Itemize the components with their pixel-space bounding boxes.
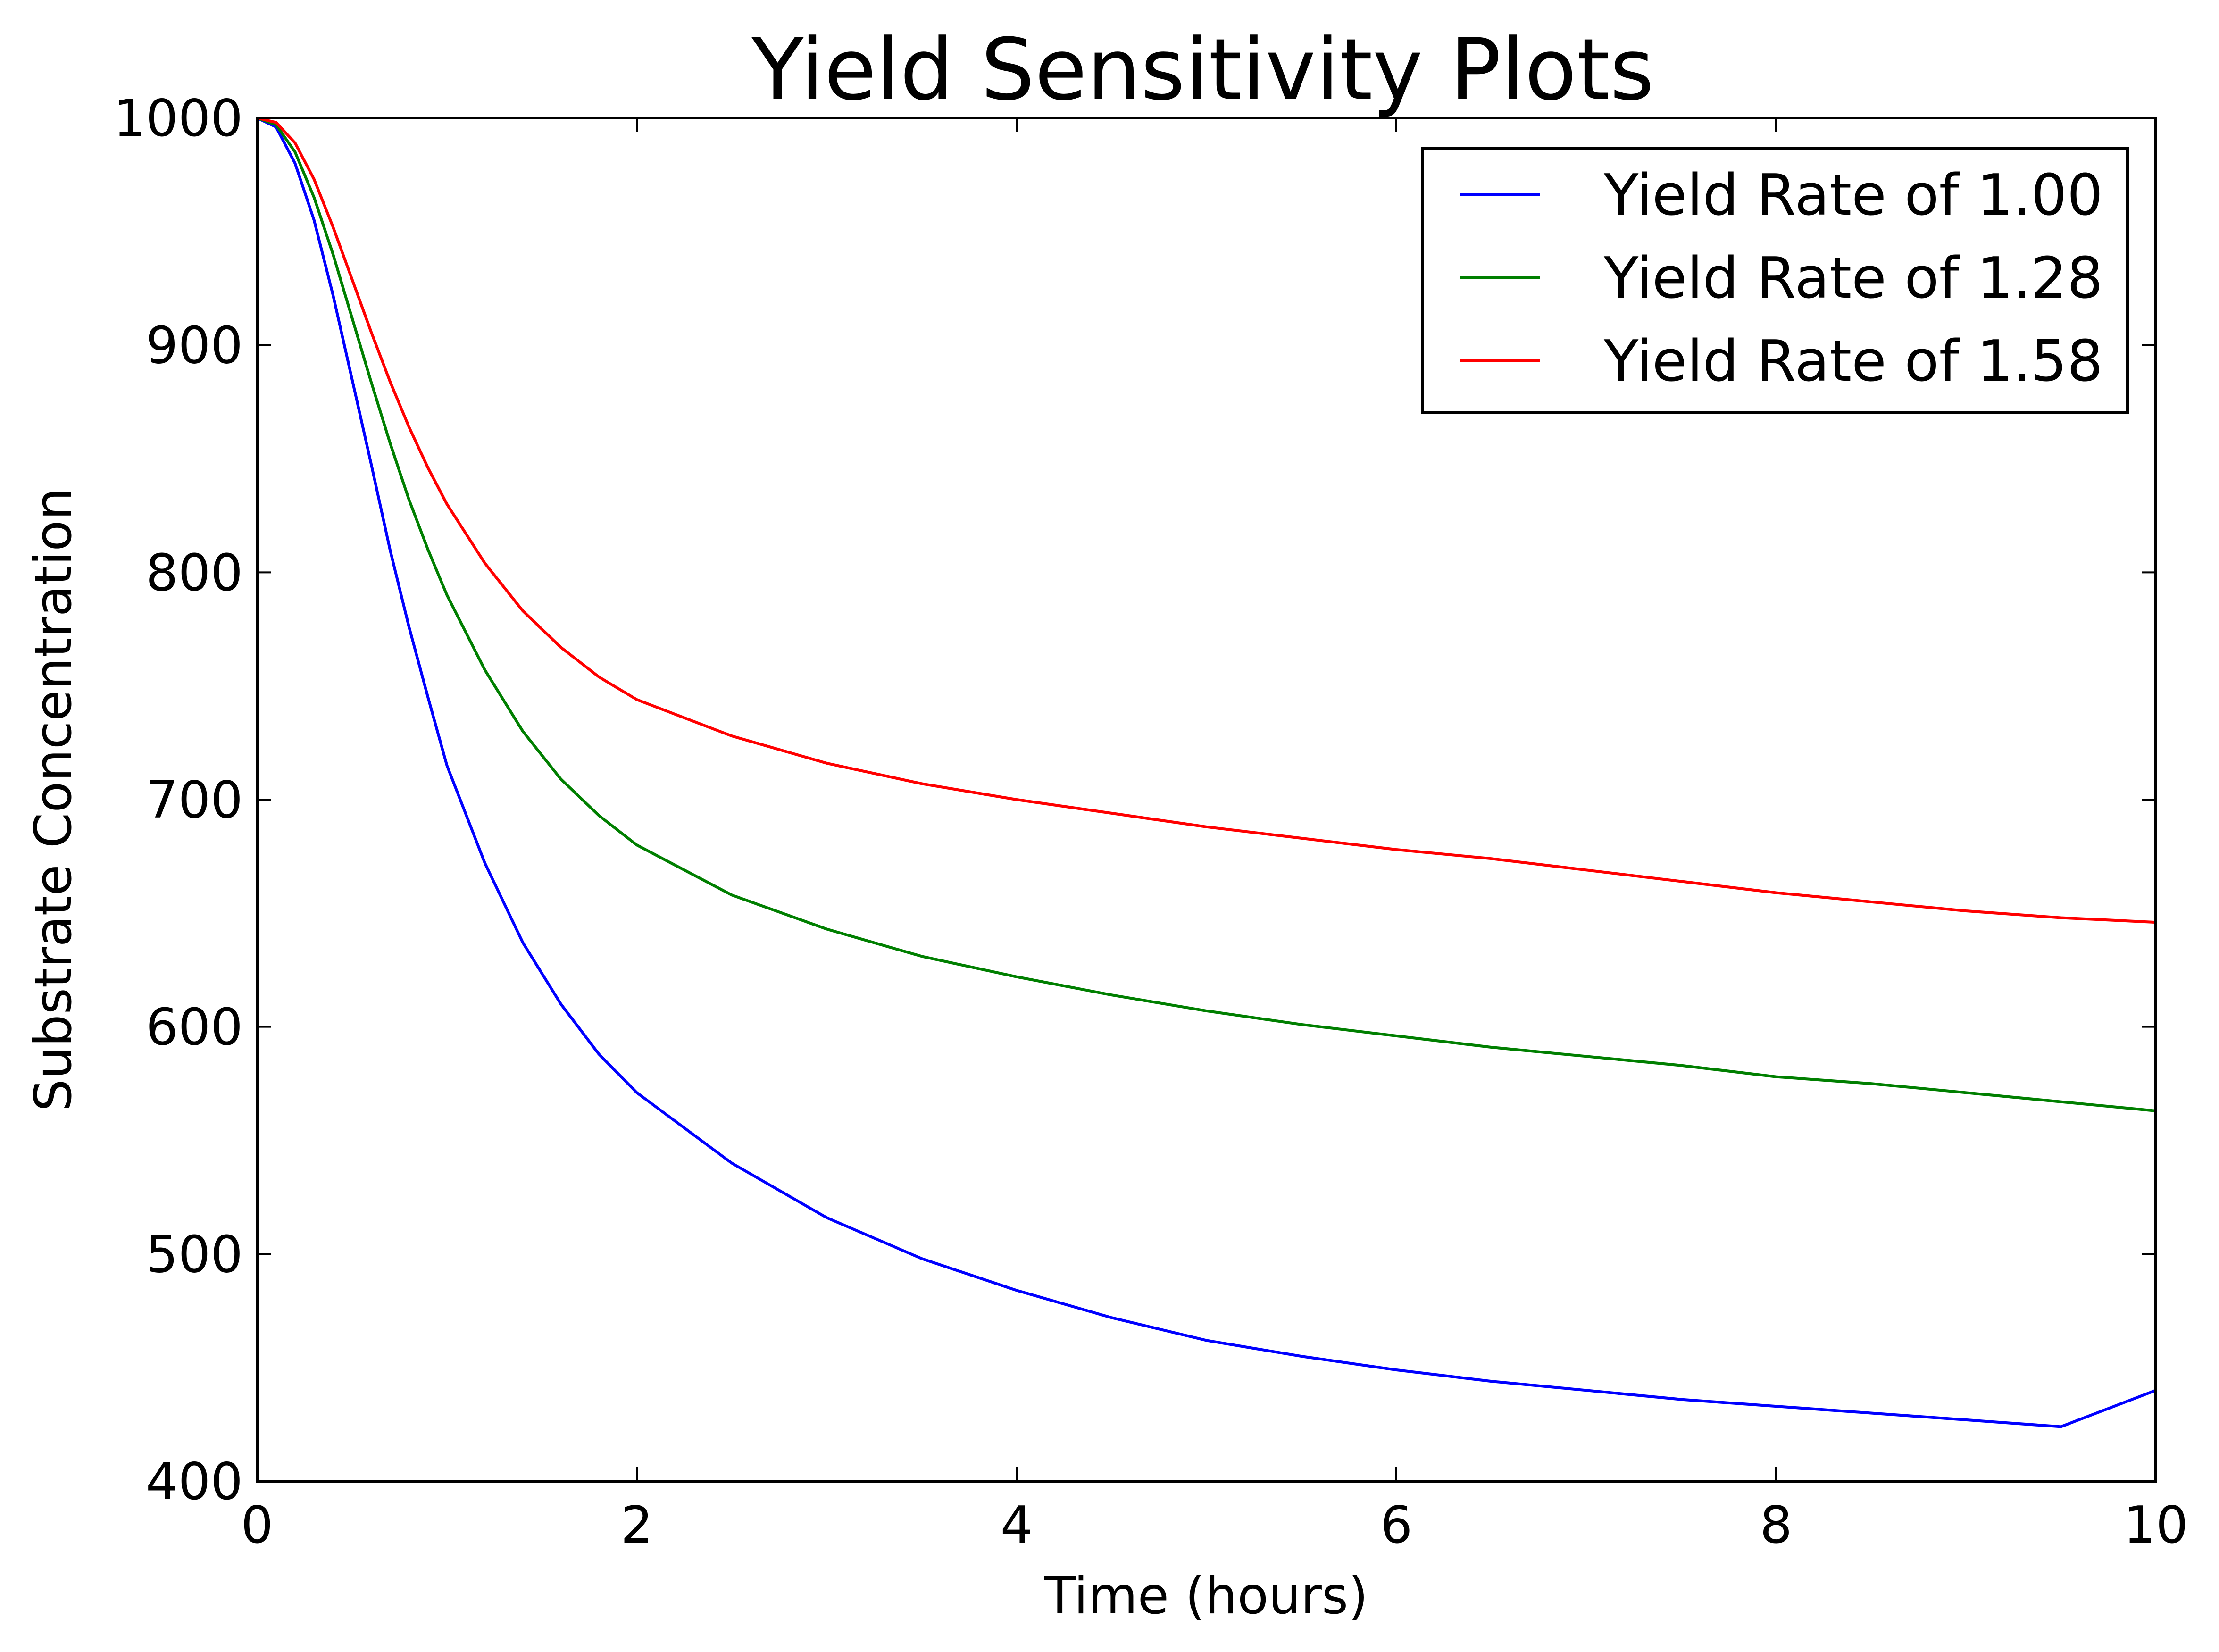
- x-tick-label: 10: [2123, 1496, 2188, 1555]
- series-line-3: [256, 117, 2157, 924]
- legend-label-1: Yield Rate of 1.00: [1603, 163, 2103, 228]
- y-tick-label: 600: [146, 998, 243, 1057]
- series-line-2: [256, 117, 2157, 1112]
- legend: Yield Rate of 1.00 Yield Rate of 1.28 Yiel…: [1421, 147, 2129, 414]
- y-tick-label: 900: [146, 317, 243, 375]
- legend-label-3: Yield Rate of 1.58: [1603, 329, 2103, 394]
- y-tick-label: 400: [146, 1452, 243, 1511]
- ticks-layer: 0 2 4 6 8 10 400 500 600 700 800 900 1000: [113, 89, 2188, 1555]
- x-tick-label: 6: [1380, 1496, 1413, 1555]
- x-tick-label: 2: [621, 1496, 653, 1555]
- y-axis-label: Substrate Concentration: [24, 488, 83, 1111]
- x-axis-label: Time (hours): [1044, 1567, 1368, 1626]
- legend-box: [1421, 147, 2129, 414]
- plot-frame: [256, 117, 2157, 1483]
- y-tick-label: 800: [146, 543, 243, 602]
- x-tick-label: 8: [1760, 1496, 1793, 1555]
- y-tick-label: 1000: [113, 89, 243, 148]
- y-tick-label: 700: [146, 771, 243, 830]
- x-tick-label: 4: [1001, 1496, 1033, 1555]
- legend-label-2: Yield Rate of 1.28: [1603, 246, 2103, 311]
- series-layer: [256, 117, 2157, 1428]
- series-line-1: [256, 117, 2157, 1428]
- chart-title: Yield Sensitivity Plots: [751, 21, 1654, 119]
- y-tick-label: 500: [146, 1225, 243, 1284]
- x-tick-label: 0: [241, 1496, 274, 1555]
